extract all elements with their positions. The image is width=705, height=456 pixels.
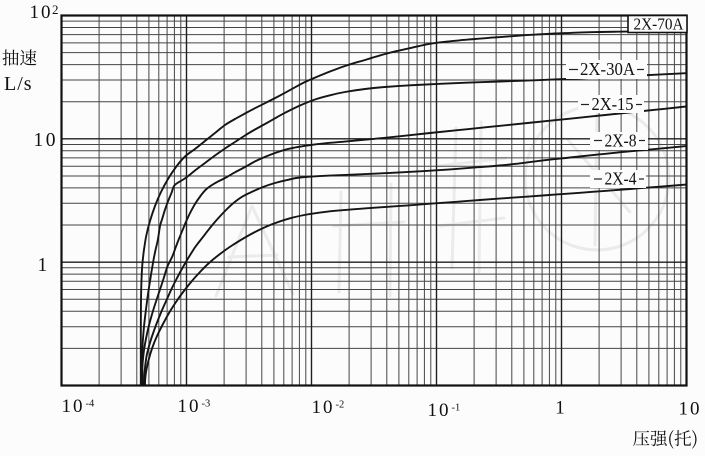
svg-text:10: 10 xyxy=(62,396,85,417)
svg-text:-3: -3 xyxy=(202,399,211,410)
svg-text:10: 10 xyxy=(178,396,201,417)
svg-text:2X-30A: 2X-30A xyxy=(580,59,635,79)
svg-text:10: 10 xyxy=(428,400,451,421)
svg-text:10: 10 xyxy=(679,399,702,420)
svg-text:10: 10 xyxy=(312,397,335,418)
svg-text:2X-8: 2X-8 xyxy=(605,131,637,151)
svg-text:2X-4: 2X-4 xyxy=(605,169,637,189)
svg-text:1: 1 xyxy=(38,255,48,276)
svg-text:1: 1 xyxy=(555,398,565,419)
svg-text:-4: -4 xyxy=(86,399,95,410)
svg-text:2: 2 xyxy=(52,2,59,17)
svg-text:2X-70A: 2X-70A xyxy=(634,15,684,34)
svg-text:-1: -1 xyxy=(452,403,461,414)
svg-text:2X-15: 2X-15 xyxy=(592,94,634,114)
svg-text:L/s: L/s xyxy=(4,73,33,95)
svg-text:10: 10 xyxy=(34,130,59,151)
svg-text:-2: -2 xyxy=(336,400,345,411)
svg-text:10: 10 xyxy=(30,2,53,23)
